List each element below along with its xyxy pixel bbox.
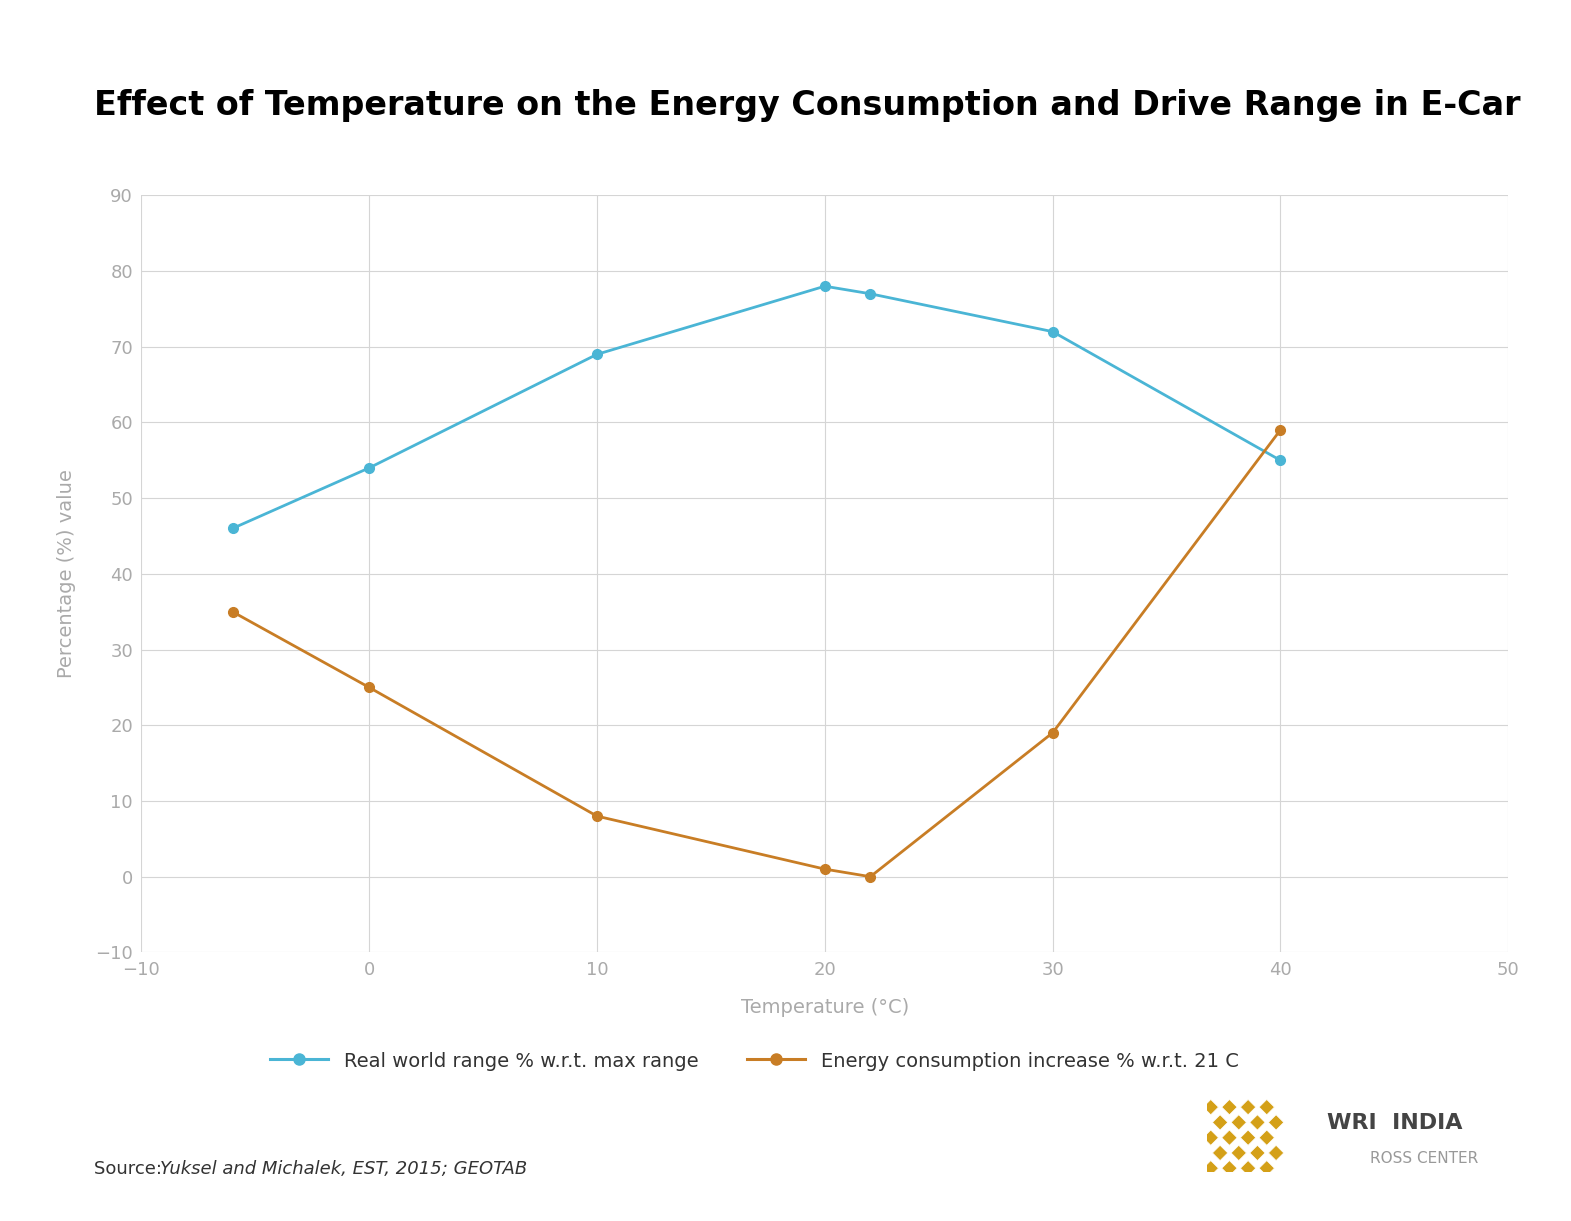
Polygon shape xyxy=(1222,1099,1236,1115)
Polygon shape xyxy=(1241,1099,1255,1115)
Polygon shape xyxy=(1203,1099,1219,1115)
Polygon shape xyxy=(1213,1145,1229,1161)
Text: Effect of Temperature on the Energy Consumption and Drive Range in E-Car: Effect of Temperature on the Energy Cons… xyxy=(94,89,1521,122)
Text: WRI  INDIA: WRI INDIA xyxy=(1327,1114,1463,1133)
Polygon shape xyxy=(1251,1145,1265,1161)
Polygon shape xyxy=(1222,1161,1236,1176)
Y-axis label: Percentage (%) value: Percentage (%) value xyxy=(57,469,75,679)
Text: Yuksel and Michalek, EST, 2015; GEOTAB: Yuksel and Michalek, EST, 2015; GEOTAB xyxy=(160,1160,528,1178)
Polygon shape xyxy=(1203,1131,1219,1145)
Polygon shape xyxy=(1258,1161,1274,1176)
Text: Source:: Source: xyxy=(94,1160,168,1178)
Legend: Real world range % w.r.t. max range, Energy consumption increase % w.r.t. 21 C: Real world range % w.r.t. max range, Ene… xyxy=(270,1050,1238,1071)
Polygon shape xyxy=(1268,1115,1284,1131)
Polygon shape xyxy=(1251,1115,1265,1131)
X-axis label: Temperature (°C): Temperature (°C) xyxy=(740,998,910,1017)
Polygon shape xyxy=(1232,1115,1246,1131)
Polygon shape xyxy=(1258,1099,1274,1115)
Polygon shape xyxy=(1258,1131,1274,1145)
Polygon shape xyxy=(1241,1131,1255,1145)
Polygon shape xyxy=(1232,1145,1246,1161)
Polygon shape xyxy=(1268,1145,1284,1161)
Polygon shape xyxy=(1222,1131,1236,1145)
Text: ROSS CENTER: ROSS CENTER xyxy=(1370,1151,1478,1166)
Polygon shape xyxy=(1241,1161,1255,1176)
Polygon shape xyxy=(1213,1115,1229,1131)
Polygon shape xyxy=(1203,1161,1219,1176)
